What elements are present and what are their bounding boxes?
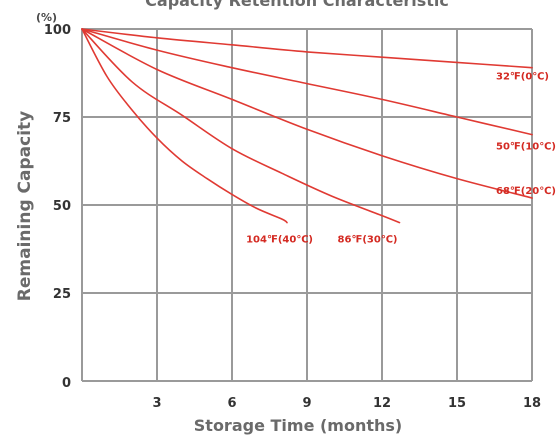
y-tick-label-0: 0 [62,376,71,391]
series-line-3 [81,28,401,224]
series-lines [81,28,533,224]
y-axis-label: Remaining Capacity [15,111,35,301]
series-label-4: 104℉(40℃) [246,235,313,246]
x-tick-label-2: 9 [302,396,311,411]
series-label-0: 32℉(0℃) [496,72,549,83]
x-tick-label-0: 3 [152,396,161,411]
x-tick-label-3: 12 [373,396,391,411]
x-axis-label: Storage Time (months) [194,416,402,435]
tick-labels: 0 25 50 75 100 3 6 9 12 15 18 [44,23,541,411]
grid [82,28,533,381]
series-line-4 [81,28,288,224]
series-labels: 32℉(0℃) 50℉(10℃) 68℉(20℃) 86℉(30℃) 104℉(40℃) [246,72,556,246]
y-unit-label: (%) [36,11,57,24]
series-line-1 [81,28,533,136]
chart-title: Capacity Retention Characteristic [145,0,449,10]
x-tick-label-5: 18 [523,396,541,411]
series-line-2 [81,28,533,199]
series-label-3: 86℉(30℃) [338,235,398,246]
x-tick-label-4: 15 [448,396,466,411]
y-tick-label-4: 100 [44,23,71,38]
series-label-2: 68℉(20℃) [496,186,556,197]
y-tick-label-3: 75 [53,111,71,126]
series-label-1: 50℉(10℃) [496,142,556,153]
axes [81,29,532,382]
x-tick-label-1: 6 [227,396,236,411]
series-line-0 [81,28,533,69]
y-tick-label-2: 50 [53,199,71,214]
y-tick-label-1: 25 [53,287,71,302]
